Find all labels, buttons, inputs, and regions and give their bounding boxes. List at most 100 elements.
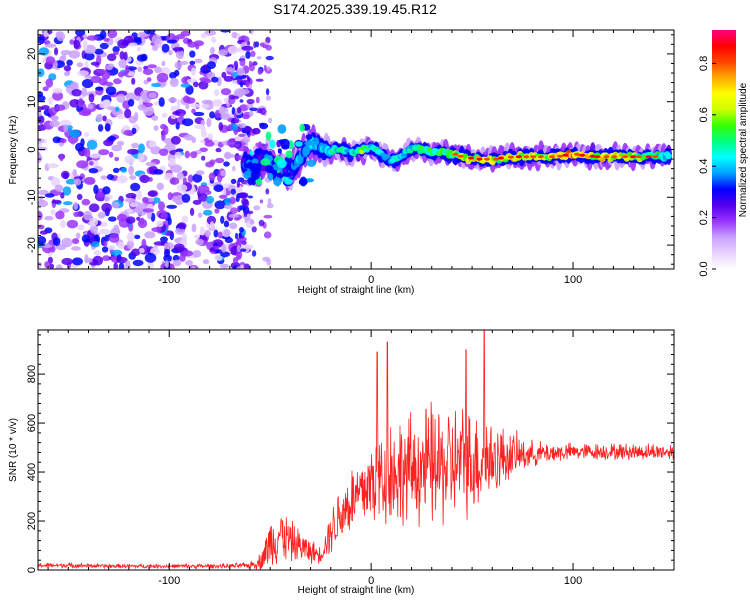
noise-blob <box>220 170 226 177</box>
noise-blob <box>84 254 89 264</box>
noise-blob <box>145 161 157 167</box>
noise-blob <box>229 222 238 230</box>
noise-blob <box>148 140 157 148</box>
noise-blob <box>248 110 254 117</box>
noise-blob <box>106 106 116 111</box>
noise-blob <box>88 93 95 103</box>
chart-title: S174.2025.339.19.45.R12 <box>273 1 437 17</box>
noise-blob <box>263 64 267 72</box>
noise-blob <box>129 202 138 208</box>
ridge-peak <box>530 155 537 159</box>
noise-blob <box>81 87 88 97</box>
noise-blob <box>255 78 264 82</box>
noise-blob <box>112 46 120 53</box>
noise-blob <box>87 103 94 110</box>
noise-blob <box>116 256 128 264</box>
noise-blob <box>151 227 162 233</box>
noise-blob <box>148 92 157 99</box>
noise-blob <box>43 30 49 38</box>
noise-blob <box>38 138 44 144</box>
ridge-peak <box>621 155 628 159</box>
noise-blob <box>223 220 230 228</box>
noise-blob <box>265 95 271 101</box>
top-xtick-label: -100 <box>158 274 180 286</box>
noise-blob <box>195 170 205 176</box>
noise-blob <box>195 238 205 246</box>
noise-blob <box>158 97 165 107</box>
noise-blob <box>51 199 62 204</box>
noise-blob <box>151 115 159 121</box>
noise-blob <box>236 245 241 253</box>
noise-blob <box>220 30 231 33</box>
noise-blob <box>231 117 240 124</box>
noise-blob <box>81 198 91 206</box>
noise-blob <box>223 229 231 238</box>
noise-blob <box>117 71 125 78</box>
noise-blob <box>220 88 232 96</box>
noise-blob <box>99 228 111 235</box>
ridge-blob <box>249 150 254 156</box>
ridge-peak <box>476 157 483 161</box>
noise-blob <box>86 140 98 150</box>
noise-blob <box>255 96 260 104</box>
noise-blob <box>97 124 104 132</box>
noise-blob <box>84 147 91 158</box>
noise-blob <box>224 237 233 244</box>
ridge-blob <box>273 177 282 187</box>
noise-blob <box>65 84 72 94</box>
noise-blob <box>211 36 217 43</box>
noise-blob <box>44 193 55 198</box>
ridge-peak <box>603 155 610 159</box>
noise-blob <box>168 263 175 269</box>
noise-blob <box>61 170 70 179</box>
noise-blob <box>230 178 237 184</box>
ridge-blob <box>277 124 287 134</box>
noise-blob <box>116 140 125 147</box>
noise-blob <box>55 104 66 111</box>
noise-blob <box>177 222 187 230</box>
ridge-blob <box>247 177 254 186</box>
noise-blob <box>246 98 255 105</box>
noise-blob <box>97 211 106 219</box>
noise-blob <box>236 266 245 269</box>
noise-blob <box>66 59 73 66</box>
noise-blob <box>170 114 177 120</box>
noise-blob <box>38 94 46 102</box>
noise-blob <box>77 224 85 231</box>
noise-blob <box>238 248 247 252</box>
noise-blob <box>134 234 141 240</box>
noise-blob <box>218 49 228 56</box>
spectrogram-heatmap <box>38 30 672 269</box>
noise-blob <box>192 173 203 183</box>
noise-blob <box>92 255 103 266</box>
noise-blob <box>191 136 196 144</box>
noise-blob <box>89 217 99 227</box>
noise-blob <box>201 103 210 109</box>
ridge-peak <box>548 155 555 159</box>
noise-blob <box>147 64 157 69</box>
ridge-blob <box>305 178 315 183</box>
ridge-blob <box>282 172 292 178</box>
ridge-blob <box>266 167 274 172</box>
noise-blob <box>38 189 49 196</box>
noise-blob <box>81 78 94 89</box>
noise-blob <box>250 50 256 57</box>
noise-blob <box>102 115 107 122</box>
noise-blob <box>114 156 120 162</box>
noise-blob <box>223 75 234 82</box>
noise-blob <box>59 220 66 228</box>
ridge-peak <box>589 154 596 158</box>
noise-blob <box>189 207 195 216</box>
noise-blob <box>184 150 190 159</box>
noise-blob <box>77 98 84 108</box>
noise-blob <box>172 259 182 267</box>
ridge-blob <box>251 158 259 165</box>
noise-blob <box>116 175 128 184</box>
noise-blob <box>95 86 104 91</box>
ridge-blob <box>259 122 269 130</box>
noise-blob <box>223 161 230 167</box>
noise-blob <box>252 61 258 66</box>
noise-blob <box>266 66 271 71</box>
top-ytick-label: 10 <box>26 96 38 108</box>
noise-blob <box>100 175 108 180</box>
